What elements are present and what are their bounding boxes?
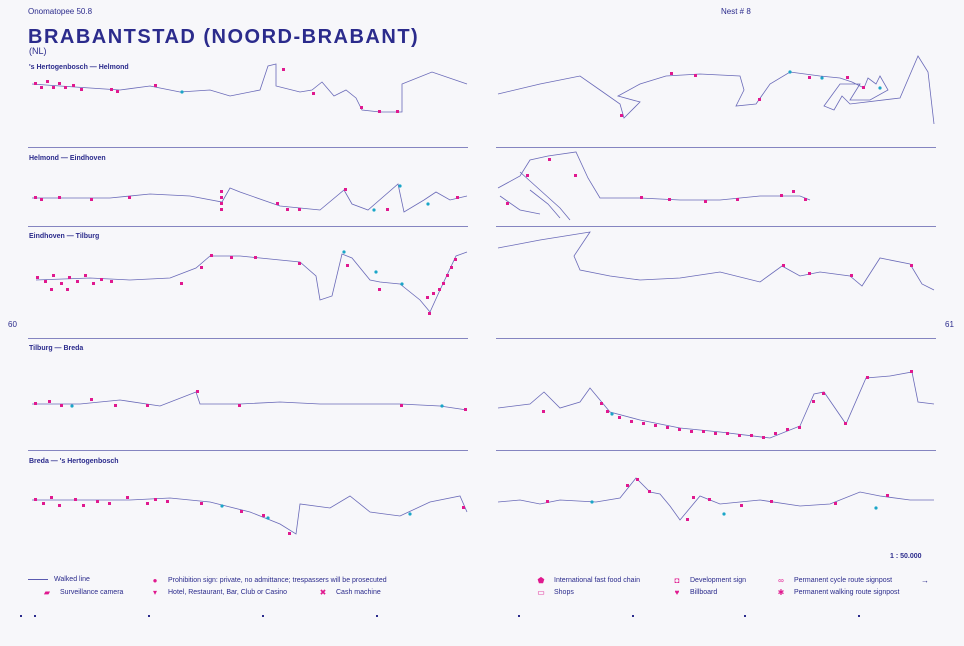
walked-line bbox=[497, 231, 935, 291]
walked-line bbox=[497, 151, 811, 201]
section-label-2: Helmond — Eindhoven bbox=[29, 155, 106, 162]
legend-surveillance-camera: ▰ Surveillance camera bbox=[40, 588, 124, 597]
fast-food-icon: ⬟ bbox=[537, 576, 545, 585]
walked-line bbox=[499, 171, 571, 221]
publisher-label: Onomatopee 50.8 bbox=[28, 7, 93, 16]
legend-shops: ▭ Shops bbox=[534, 588, 574, 597]
section-label-1: 's Hertogenbosch — Helmond bbox=[29, 64, 129, 71]
cash-machine-marker bbox=[874, 506, 878, 510]
cash-machine-marker bbox=[400, 282, 404, 286]
marker-cluster bbox=[34, 478, 889, 535]
walked-line bbox=[32, 183, 468, 213]
map-scale: 1 : 50.000 bbox=[890, 553, 922, 560]
cash-machine-marker bbox=[426, 202, 430, 206]
cash-machine-marker bbox=[70, 404, 74, 408]
hotel-icon: ▾ bbox=[152, 588, 157, 597]
legend-fast-food: ⬟ International fast food chain bbox=[534, 576, 641, 585]
cash-machine-marker bbox=[220, 504, 224, 508]
cash-machine-marker bbox=[722, 512, 726, 516]
divider bbox=[28, 450, 468, 451]
marker-cluster bbox=[34, 370, 913, 439]
cash-machine-marker bbox=[342, 250, 346, 254]
walked-line bbox=[35, 251, 468, 313]
section-label-4: Tilburg — Breda bbox=[29, 345, 84, 352]
bottom-tick bbox=[376, 615, 378, 617]
marker-cluster bbox=[36, 254, 913, 315]
page-number-left: 60 bbox=[8, 320, 17, 329]
legend-billboard: ♥ Billboard bbox=[670, 588, 718, 597]
issue-label: Nest # 8 bbox=[721, 7, 751, 16]
legend-hotel: ▾ Hotel, Restaurant, Bar, Club or Casino bbox=[148, 588, 287, 597]
cash-machine-marker bbox=[180, 90, 184, 94]
shops-icon: ▭ bbox=[537, 588, 545, 597]
walking-route-icon: ✱ bbox=[777, 588, 785, 597]
cash-machine-icon: ✖ bbox=[319, 588, 327, 597]
marker-cluster bbox=[34, 158, 807, 211]
cash-machine-marker bbox=[610, 412, 614, 416]
page-number-right: 61 bbox=[945, 320, 954, 329]
walked-line bbox=[497, 371, 935, 439]
walked-line bbox=[497, 55, 935, 125]
divider bbox=[496, 338, 936, 339]
cash-machine-marker bbox=[408, 512, 412, 516]
billboard-icon: ♥ bbox=[674, 588, 680, 597]
legend-cash-machine: ✖ Cash machine bbox=[316, 588, 381, 597]
marker-cluster bbox=[34, 68, 865, 117]
cash-machine-marker bbox=[374, 270, 378, 274]
cash-machine-marker bbox=[590, 500, 594, 504]
bottom-tick bbox=[148, 615, 150, 617]
cash-machine-marker bbox=[440, 404, 444, 408]
cash-machine-marker bbox=[820, 76, 824, 80]
section-label-5: Breda — 's Hertogenbosch bbox=[29, 458, 119, 465]
cash-machine-marker bbox=[266, 516, 270, 520]
section-label-3: Eindhoven — Tilburg bbox=[29, 233, 100, 240]
bottom-tick bbox=[744, 615, 746, 617]
legend-walking-route: ✱ Permanent walking route signpost bbox=[774, 588, 900, 597]
walked-line bbox=[31, 63, 468, 113]
legend-prohibition-sign: ● Prohibition sign: private, no admittan… bbox=[148, 576, 387, 585]
cycle-route-icon: ∞ bbox=[778, 576, 784, 585]
cash-machine-marker bbox=[398, 184, 402, 188]
divider bbox=[28, 147, 468, 148]
cash-machine-marker bbox=[788, 70, 792, 74]
divider bbox=[496, 147, 936, 148]
route-maps bbox=[31, 55, 935, 535]
legend-walked-line: Walked line bbox=[28, 576, 90, 583]
cash-machine-marker bbox=[372, 208, 376, 212]
prohibition-sign-icon: ● bbox=[152, 576, 158, 585]
bottom-tick bbox=[632, 615, 634, 617]
bottom-tick bbox=[34, 615, 36, 617]
development-sign-icon: ◘ bbox=[674, 576, 680, 585]
walked-line bbox=[32, 391, 468, 411]
divider bbox=[28, 338, 468, 339]
line-icon bbox=[28, 579, 48, 580]
arrow-right-icon: → bbox=[921, 576, 929, 585]
page-title: BRABANTSTAD (NOORD-BRABANT) bbox=[28, 26, 420, 48]
divider bbox=[496, 226, 936, 227]
bottom-tick bbox=[518, 615, 520, 617]
cash-machine-marker bbox=[878, 86, 882, 90]
bottom-tick bbox=[20, 615, 22, 617]
divider bbox=[28, 226, 468, 227]
legend-arrow: → bbox=[918, 576, 932, 585]
divider bbox=[496, 450, 936, 451]
bottom-tick bbox=[262, 615, 264, 617]
legend-development-sign: ◘ Development sign bbox=[670, 576, 746, 585]
surveillance-camera-icon: ▰ bbox=[43, 588, 51, 597]
page-subtitle: (NL) bbox=[29, 46, 47, 56]
legend-cycle-route: ∞ Permanent cycle route signpost bbox=[774, 576, 892, 585]
bottom-tick bbox=[858, 615, 860, 617]
walked-line bbox=[32, 495, 468, 535]
walked-line bbox=[497, 477, 934, 521]
